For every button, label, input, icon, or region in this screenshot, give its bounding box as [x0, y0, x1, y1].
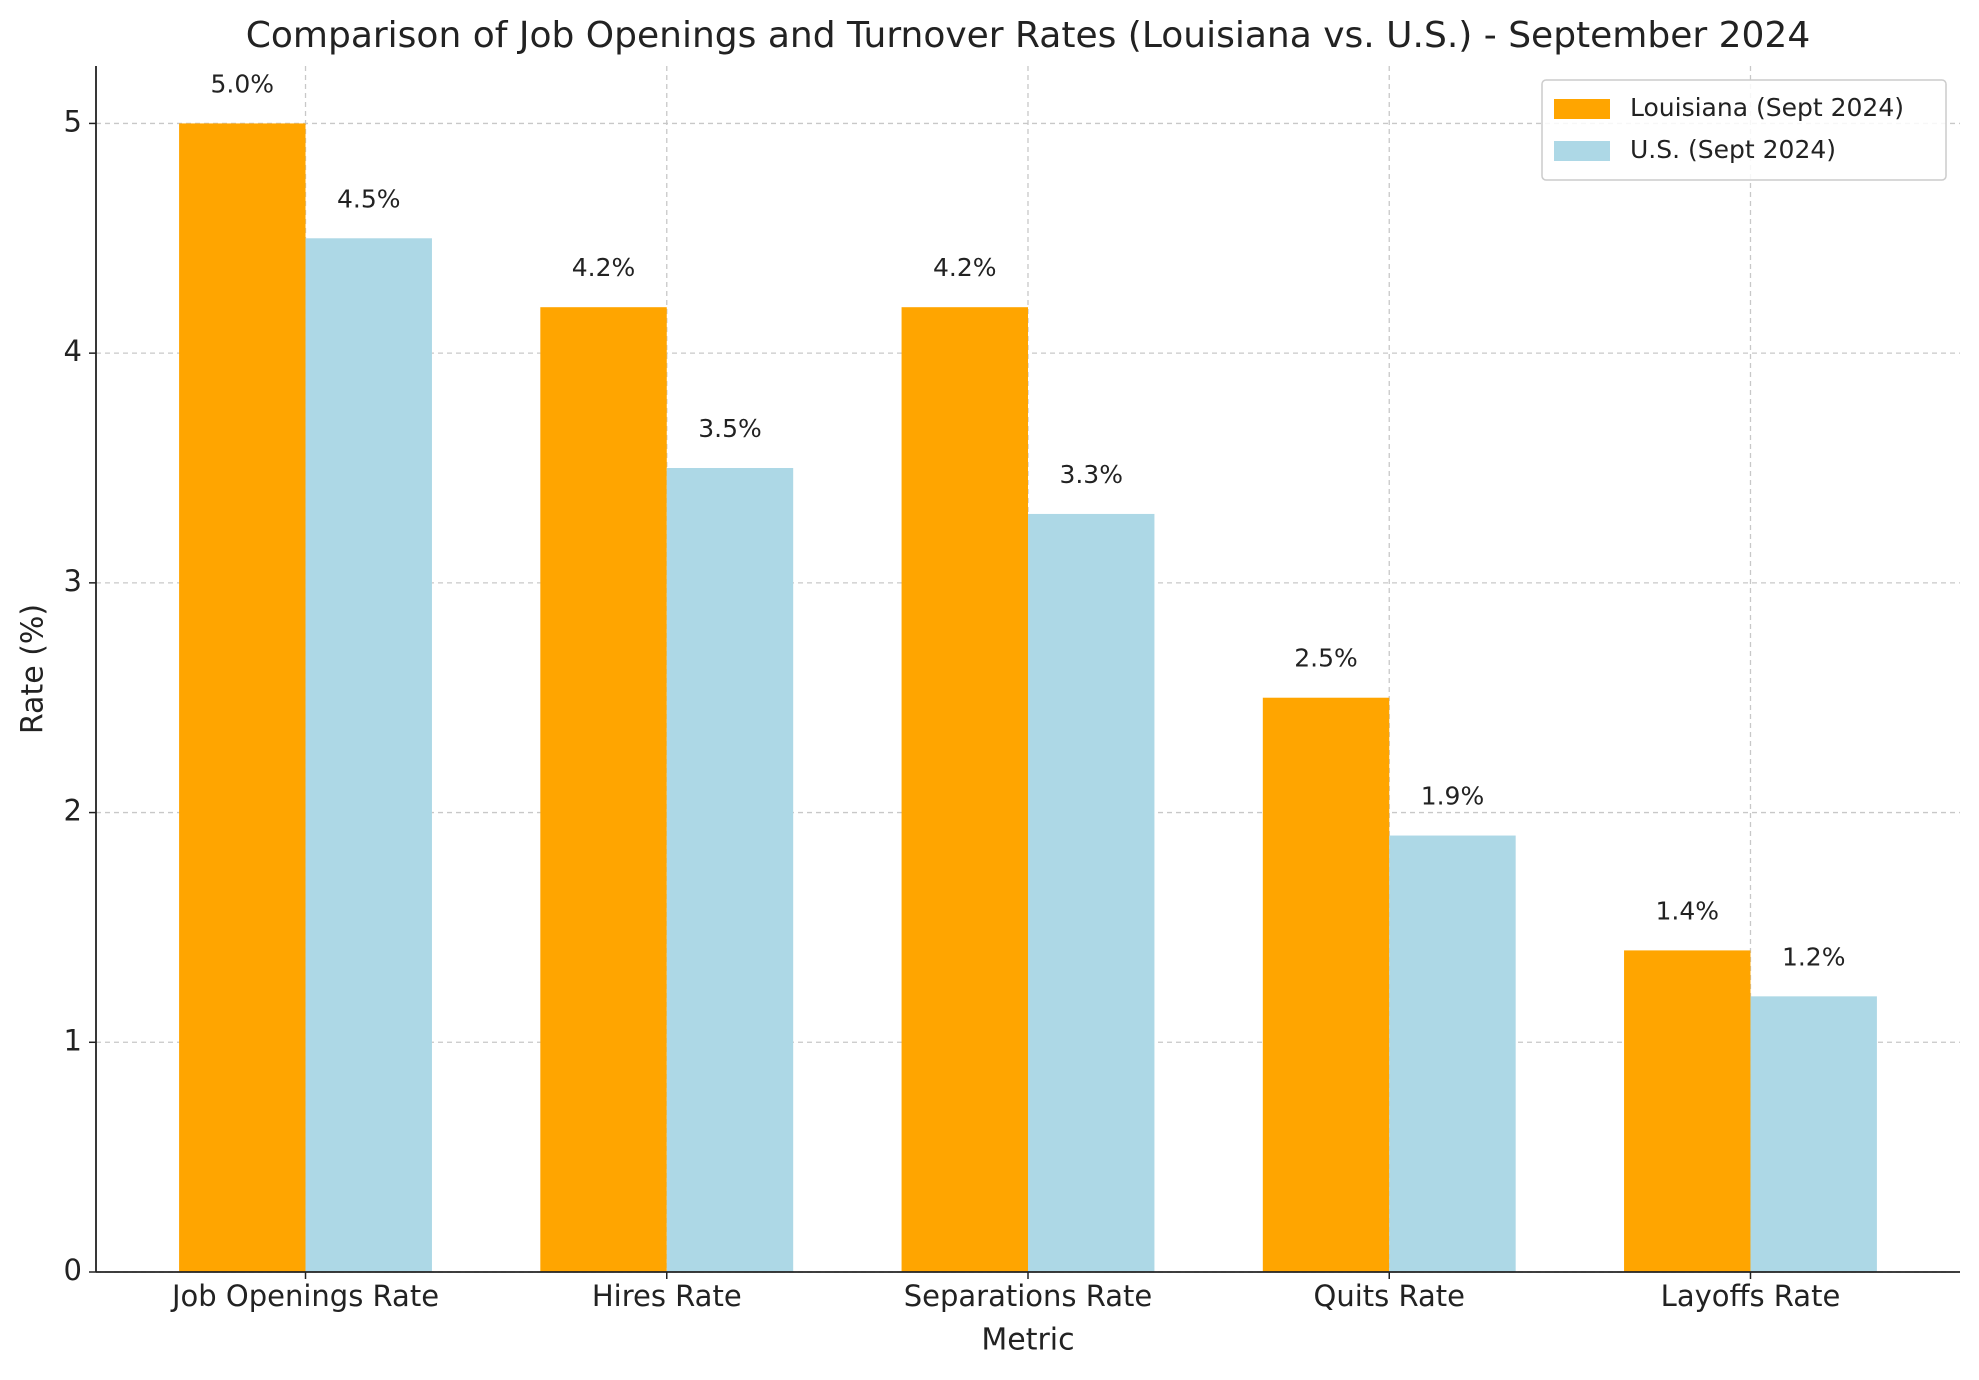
- bar: [179, 123, 306, 1272]
- value-label: 1.9%: [1421, 782, 1485, 811]
- bar: [666, 468, 794, 1272]
- bar: [1262, 697, 1390, 1272]
- bar: [1750, 996, 1877, 1272]
- value-label: 1.2%: [1782, 942, 1846, 971]
- y-tick-label: 4: [64, 334, 82, 368]
- y-tick-label: 2: [64, 794, 82, 828]
- bar: [1028, 513, 1155, 1272]
- value-label: 4.2%: [572, 253, 636, 282]
- value-label: 5.0%: [211, 69, 275, 98]
- value-label: 4.5%: [337, 184, 401, 213]
- x-tick-label: Quits Rate: [1314, 1279, 1465, 1313]
- x-tick-label: Layoffs Rate: [1661, 1279, 1841, 1313]
- bar: [901, 307, 1028, 1272]
- bar: [1624, 950, 1751, 1272]
- bar: [540, 307, 667, 1272]
- y-axis-label: Rate (%): [16, 604, 51, 734]
- legend-label: U.S. (Sept 2024): [1630, 135, 1836, 164]
- x-axis-label: Metric: [981, 1323, 1074, 1358]
- value-label: 2.5%: [1294, 644, 1358, 673]
- bar: [1389, 835, 1516, 1272]
- value-label: 3.5%: [698, 414, 762, 443]
- legend-box: [1541, 79, 1947, 181]
- value-label: 3.3%: [1059, 460, 1123, 489]
- x-tick-label: Hires Rate: [592, 1279, 742, 1313]
- value-label: 1.4%: [1656, 896, 1720, 925]
- chart-title: Comparison of Job Openings and Turnover …: [246, 15, 1811, 56]
- x-tick-label: Separations Rate: [904, 1279, 1153, 1313]
- bar: [305, 238, 432, 1272]
- legend-swatch: [1554, 99, 1610, 119]
- y-tick-label: 1: [64, 1023, 82, 1057]
- y-tick-label: 5: [64, 104, 82, 138]
- x-tick-label: Job Openings Rate: [170, 1279, 439, 1313]
- legend-swatch: [1554, 141, 1610, 161]
- y-tick-label: 0: [64, 1253, 82, 1287]
- legend-label: Louisiana (Sept 2024): [1630, 93, 1904, 122]
- value-label: 4.2%: [933, 253, 997, 282]
- y-tick-label: 3: [64, 564, 82, 598]
